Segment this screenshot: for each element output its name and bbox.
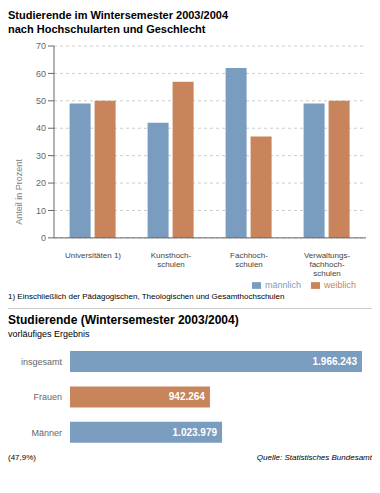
html-text:vorläufiges Ergebnis: vorläufiges Ergebnis	[8, 329, 90, 339]
svg-text:0: 0	[41, 233, 46, 243]
svg-text:Fachhoch-schulen: Fachhoch-schulen	[230, 251, 268, 269]
html-text:männlich: männlich	[265, 279, 301, 290]
svg-text:50: 50	[36, 96, 46, 106]
svg-text:Kunsthoch-schulen: Kunsthoch-schulen	[151, 251, 192, 269]
svg-text:10: 10	[36, 206, 46, 216]
svg-text:60: 60	[36, 69, 46, 79]
svg-text:Frauen: Frauen	[33, 392, 62, 402]
svg-text:40: 40	[36, 123, 46, 133]
svg-text:insgesamt: insgesamt	[21, 357, 63, 367]
svg-text:1.966.243: 1.966.243	[313, 356, 358, 367]
html-text:(47,9%): (47,9%)	[8, 453, 36, 462]
html-text:weiblich: weiblich	[324, 279, 356, 290]
html-text:Quelle: Statistisches Bundesam: Quelle: Statistisches Bundesamt	[256, 453, 372, 462]
html-text:nach Hochschularten und Geschl: nach Hochschularten und Geschlecht	[8, 23, 206, 35]
svg-text:20: 20	[36, 178, 46, 188]
html-text:Studierende im Wintersemester: Studierende im Wintersemester 2003/2004	[8, 9, 228, 21]
svg-text:Anteil in Prozent: Anteil in Prozent	[14, 159, 24, 225]
html-text:1) Einschließlich der Pädagogi: 1) Einschließlich der Pädagogischen, The…	[8, 292, 285, 301]
svg-text:942.264: 942.264	[169, 391, 206, 402]
svg-text:1.023.979: 1.023.979	[173, 427, 218, 438]
svg-text:Universitäten 1): Universitäten 1)	[65, 251, 121, 260]
svg-text:Verwaltungs-fachhoch-schulen: Verwaltungs-fachhoch-schulen	[304, 251, 351, 278]
svg-text:Männer: Männer	[31, 428, 62, 438]
html-text:Studierende (Wintersemester 20: Studierende (Wintersemester 2003/2004)	[8, 313, 239, 327]
svg-text:70: 70	[36, 41, 46, 51]
svg-text:30: 30	[36, 151, 46, 161]
